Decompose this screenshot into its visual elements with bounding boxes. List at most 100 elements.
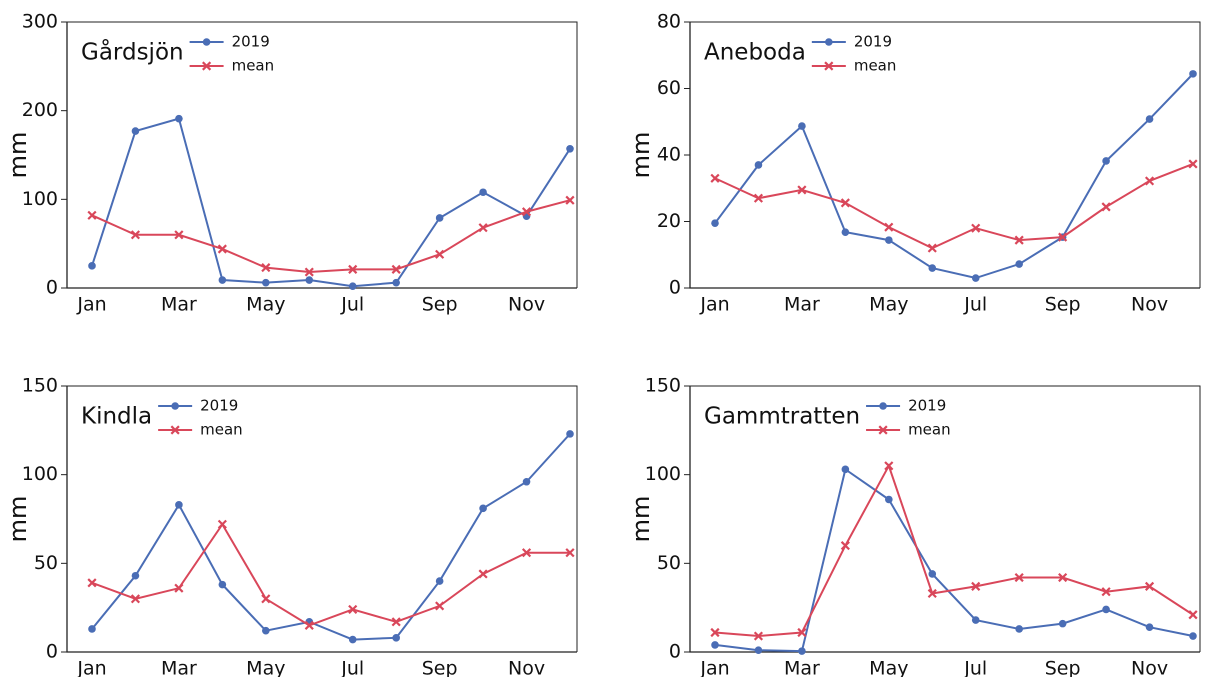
point bbox=[798, 122, 806, 130]
axes-frame bbox=[67, 21, 578, 288]
point bbox=[1101, 202, 1111, 212]
x-tick-label: Nov bbox=[508, 658, 545, 677]
x-tick-label: Jan bbox=[76, 294, 106, 316]
y-tick-label: 100 bbox=[22, 463, 58, 485]
point bbox=[131, 571, 140, 580]
x-tick-label: Sep bbox=[422, 658, 458, 677]
point bbox=[566, 430, 574, 438]
point bbox=[885, 236, 893, 244]
y-tick-label: 200 bbox=[22, 99, 58, 121]
x-tick-label: Mar bbox=[161, 658, 197, 677]
point bbox=[753, 631, 764, 641]
point bbox=[522, 477, 531, 486]
y-tick-label: 50 bbox=[657, 552, 681, 574]
x-tick-label: May bbox=[869, 294, 908, 316]
point bbox=[1058, 232, 1068, 242]
point bbox=[566, 144, 574, 153]
point bbox=[202, 61, 212, 71]
point bbox=[305, 276, 314, 284]
point bbox=[130, 594, 141, 604]
legend-label: mean bbox=[908, 421, 951, 439]
x-tick-label: Jan bbox=[76, 658, 106, 677]
x-tick-label: Nov bbox=[508, 294, 545, 316]
point bbox=[130, 230, 141, 240]
y-tick-label: 20 bbox=[657, 210, 681, 232]
point bbox=[478, 569, 488, 579]
point bbox=[521, 207, 532, 217]
point bbox=[927, 588, 937, 599]
x-tick-label: Sep bbox=[422, 294, 458, 316]
axes-frame bbox=[690, 21, 1201, 288]
series-line bbox=[91, 522, 570, 627]
series-line bbox=[714, 73, 1194, 280]
point bbox=[1145, 623, 1154, 631]
point bbox=[878, 425, 888, 435]
point bbox=[797, 185, 807, 195]
point bbox=[261, 594, 271, 604]
point bbox=[479, 188, 487, 197]
series-line bbox=[714, 467, 1194, 653]
point bbox=[841, 465, 850, 474]
legend-label: 2019 bbox=[854, 33, 892, 51]
point bbox=[1189, 632, 1197, 640]
point bbox=[170, 425, 180, 435]
legend-label: mean bbox=[200, 421, 243, 439]
point bbox=[1144, 176, 1155, 186]
point bbox=[754, 646, 763, 655]
point bbox=[1014, 572, 1024, 583]
point bbox=[1058, 572, 1068, 583]
x-tick-label: Jul bbox=[963, 658, 987, 677]
point bbox=[175, 114, 183, 123]
series-line bbox=[91, 117, 571, 288]
series-line bbox=[714, 463, 1194, 638]
point bbox=[391, 264, 401, 274]
y-tick-label: 150 bbox=[22, 375, 58, 397]
point bbox=[348, 282, 357, 291]
point bbox=[879, 402, 887, 410]
point bbox=[262, 626, 270, 635]
y-axis-label: mm bbox=[627, 496, 655, 543]
point bbox=[521, 548, 532, 558]
point bbox=[217, 244, 227, 254]
x-tick-label: Jul bbox=[963, 294, 987, 316]
x-tick-label: May bbox=[246, 294, 285, 316]
point bbox=[885, 495, 893, 504]
point bbox=[435, 214, 444, 222]
point bbox=[710, 173, 720, 183]
point bbox=[88, 625, 96, 633]
point bbox=[131, 127, 140, 135]
point bbox=[1188, 159, 1198, 169]
point bbox=[304, 620, 314, 630]
y-tick-label: 100 bbox=[22, 188, 58, 210]
point bbox=[88, 262, 96, 270]
y-tick-label: 0 bbox=[46, 641, 58, 663]
y-axis-label: mm bbox=[4, 132, 32, 179]
point bbox=[391, 617, 401, 627]
point bbox=[304, 267, 314, 277]
point bbox=[348, 604, 358, 615]
point bbox=[928, 570, 937, 578]
point bbox=[1188, 610, 1198, 620]
series-line bbox=[91, 199, 571, 274]
axes-frame bbox=[67, 385, 578, 652]
point bbox=[1014, 235, 1024, 245]
point bbox=[1015, 625, 1023, 633]
x-tick-label: Mar bbox=[784, 658, 820, 677]
point bbox=[171, 402, 179, 410]
point bbox=[884, 461, 894, 471]
x-tick-label: Jan bbox=[699, 294, 729, 316]
legend-label: mean bbox=[232, 57, 275, 75]
point bbox=[565, 548, 575, 558]
panel-title: Aneboda bbox=[704, 40, 806, 66]
point bbox=[87, 210, 97, 220]
y-tick-label: 40 bbox=[657, 144, 681, 166]
x-tick-label: Sep bbox=[1045, 294, 1081, 316]
legend-label: 2019 bbox=[200, 397, 238, 415]
point bbox=[971, 223, 981, 233]
point bbox=[711, 641, 719, 649]
y-tick-label: 150 bbox=[645, 375, 681, 397]
panel-title: Gårdsjön bbox=[81, 38, 184, 66]
point bbox=[753, 193, 764, 203]
point bbox=[1145, 115, 1154, 123]
